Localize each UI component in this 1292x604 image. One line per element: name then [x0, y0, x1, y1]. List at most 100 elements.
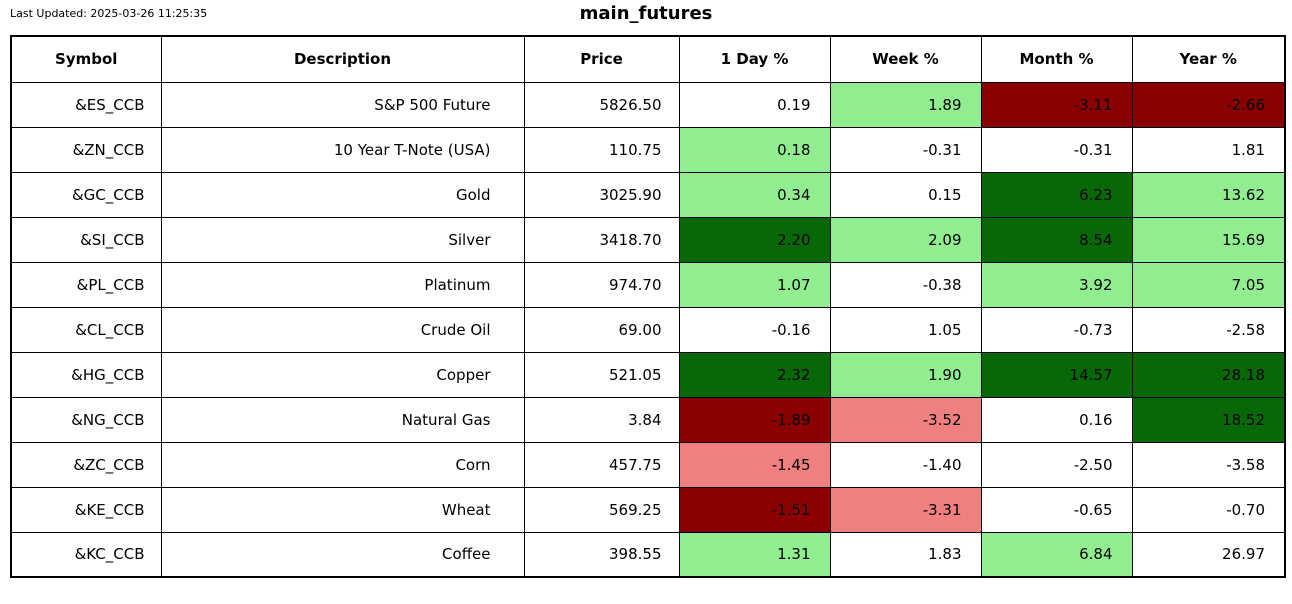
table-body: &ES_CCB S&P 500 Future 5826.50 0.19 1.89 -3.1… [10, 81, 1286, 578]
column-header-month: Month % [980, 35, 1133, 83]
price-cell: 398.55 [523, 531, 680, 578]
week-pct-cell: 1.89 [829, 81, 982, 128]
description-cell: Corn [160, 441, 525, 488]
table-row-corn: &ZC_CCB Corn 457.75 -1.45 -1.40 -2.50 -3.58 [10, 441, 1286, 488]
day-pct-cell: 1.07 [678, 261, 831, 308]
price-cell: 974.70 [523, 261, 680, 308]
description-cell: Wheat [160, 486, 525, 533]
symbol-cell: &KC_CCB [10, 531, 162, 578]
symbol-cell: &GC_CCB [10, 171, 162, 218]
day-pct-cell: 2.32 [678, 351, 831, 398]
year-pct-cell: -2.66 [1131, 81, 1286, 128]
column-header-week: Week % [829, 35, 982, 83]
week-pct-cell: 1.83 [829, 531, 982, 578]
day-pct-cell: -1.45 [678, 441, 831, 488]
symbol-cell: &PL_CCB [10, 261, 162, 308]
month-pct-cell: -0.65 [980, 486, 1133, 533]
column-header-description: Description [160, 35, 525, 83]
day-pct-cell: 0.18 [678, 126, 831, 173]
week-pct-cell: -3.31 [829, 486, 982, 533]
week-pct-cell: -0.31 [829, 126, 982, 173]
symbol-cell: &KE_CCB [10, 486, 162, 533]
table-row-natural-gas: &NG_CCB Natural Gas 3.84 -1.89 -3.52 0.16 18.5… [10, 396, 1286, 443]
symbol-cell: &NG_CCB [10, 396, 162, 443]
table-row-wheat: &KE_CCB Wheat 569.25 -1.51 -3.31 -0.65 -0.70 [10, 486, 1286, 533]
month-pct-cell: 6.84 [980, 531, 1133, 578]
year-pct-cell: 15.69 [1131, 216, 1286, 263]
description-cell: 10 Year T-Note (USA) [160, 126, 525, 173]
month-pct-cell: 6.23 [980, 171, 1133, 218]
price-cell: 521.05 [523, 351, 680, 398]
year-pct-cell: 1.81 [1131, 126, 1286, 173]
week-pct-cell: 2.09 [829, 216, 982, 263]
week-pct-cell: -0.38 [829, 261, 982, 308]
description-cell: Platinum [160, 261, 525, 308]
month-pct-cell: -0.73 [980, 306, 1133, 353]
header-row: Symbol Description Price 1 Day % Week % Month… [10, 35, 1286, 83]
price-cell: 569.25 [523, 486, 680, 533]
month-pct-cell: -3.11 [980, 81, 1133, 128]
table-row-coffee: &KC_CCB Coffee 398.55 1.31 1.83 6.84 26.97 [10, 531, 1286, 578]
column-header-symbol: Symbol [10, 35, 162, 83]
day-pct-cell: -1.51 [678, 486, 831, 533]
description-cell: Copper [160, 351, 525, 398]
column-header-year: Year % [1131, 35, 1286, 83]
year-pct-cell: 13.62 [1131, 171, 1286, 218]
description-cell: Natural Gas [160, 396, 525, 443]
day-pct-cell: 0.19 [678, 81, 831, 128]
table-row-crude-oil: &CL_CCB Crude Oil 69.00 -0.16 1.05 -0.73 -2.58 [10, 306, 1286, 353]
last-updated-text: Last Updated: 2025-03-26 11:25:35 [10, 7, 208, 20]
month-pct-cell: 3.92 [980, 261, 1133, 308]
day-pct-cell: -0.16 [678, 306, 831, 353]
description-cell: Crude Oil [160, 306, 525, 353]
price-cell: 5826.50 [523, 81, 680, 128]
symbol-cell: &SI_CCB [10, 216, 162, 263]
price-cell: 110.75 [523, 126, 680, 173]
symbol-cell: &HG_CCB [10, 351, 162, 398]
month-pct-cell: 8.54 [980, 216, 1133, 263]
table-row-silver: &SI_CCB Silver 3418.70 2.20 2.09 8.54 15.69 [10, 216, 1286, 263]
day-pct-cell: 0.34 [678, 171, 831, 218]
price-cell: 3418.70 [523, 216, 680, 263]
symbol-cell: &ZC_CCB [10, 441, 162, 488]
year-pct-cell: -0.70 [1131, 486, 1286, 533]
year-pct-cell: -3.58 [1131, 441, 1286, 488]
page-title: main_futures [579, 3, 713, 24]
table-row-s-p-500-future: &ES_CCB S&P 500 Future 5826.50 0.19 1.89 -3.1… [10, 81, 1286, 128]
description-cell: Gold [160, 171, 525, 218]
month-pct-cell: -0.31 [980, 126, 1133, 173]
table-row-platinum: &PL_CCB Platinum 974.70 1.07 -0.38 3.92 7.05 [10, 261, 1286, 308]
price-cell: 3.84 [523, 396, 680, 443]
description-cell: S&P 500 Future [160, 81, 525, 128]
day-pct-cell: -1.89 [678, 396, 831, 443]
column-header-price: Price [523, 35, 680, 83]
week-pct-cell: 1.90 [829, 351, 982, 398]
table-row-10-year-t-note-usa: &ZN_CCB 10 Year T-Note (USA) 110.75 0.18 -0.… [10, 126, 1286, 173]
column-header-1-day: 1 Day % [678, 35, 831, 83]
month-pct-cell: 14.57 [980, 351, 1133, 398]
symbol-cell: &CL_CCB [10, 306, 162, 353]
price-cell: 3025.90 [523, 171, 680, 218]
futures-table: Symbol Description Price 1 Day % Week % Month… [10, 35, 1286, 578]
table-row-copper: &HG_CCB Copper 521.05 2.32 1.90 14.57 28.18 [10, 351, 1286, 398]
day-pct-cell: 1.31 [678, 531, 831, 578]
day-pct-cell: 2.20 [678, 216, 831, 263]
description-cell: Coffee [160, 531, 525, 578]
symbol-cell: &ES_CCB [10, 81, 162, 128]
week-pct-cell: 1.05 [829, 306, 982, 353]
week-pct-cell: -1.40 [829, 441, 982, 488]
year-pct-cell: 28.18 [1131, 351, 1286, 398]
table-row-gold: &GC_CCB Gold 3025.90 0.34 0.15 6.23 13.62 [10, 171, 1286, 218]
year-pct-cell: 7.05 [1131, 261, 1286, 308]
week-pct-cell: -3.52 [829, 396, 982, 443]
year-pct-cell: 26.97 [1131, 531, 1286, 578]
price-cell: 457.75 [523, 441, 680, 488]
price-cell: 69.00 [523, 306, 680, 353]
month-pct-cell: 0.16 [980, 396, 1133, 443]
year-pct-cell: -2.58 [1131, 306, 1286, 353]
year-pct-cell: 18.52 [1131, 396, 1286, 443]
week-pct-cell: 0.15 [829, 171, 982, 218]
symbol-cell: &ZN_CCB [10, 126, 162, 173]
month-pct-cell: -2.50 [980, 441, 1133, 488]
